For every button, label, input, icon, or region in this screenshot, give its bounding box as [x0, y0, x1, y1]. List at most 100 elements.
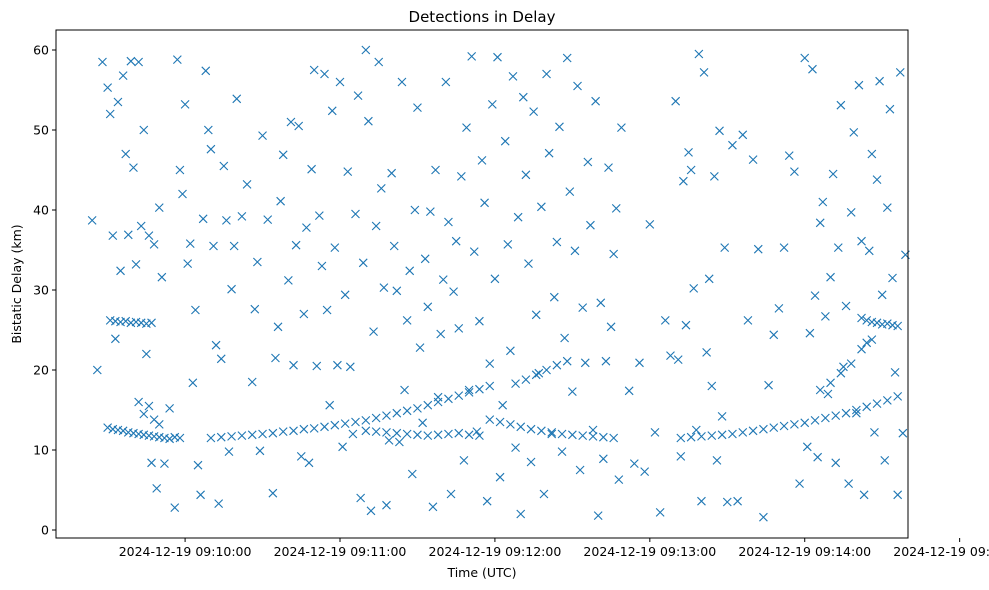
data-point-marker	[454, 428, 464, 438]
data-point-marker	[805, 328, 815, 338]
data-point-marker	[410, 205, 420, 215]
data-point-marker	[531, 310, 541, 320]
data-point-marker	[227, 432, 236, 441]
data-point-marker	[397, 77, 407, 87]
data-point-marker	[291, 240, 301, 250]
data-point-marker	[495, 417, 505, 427]
data-point-marker	[464, 430, 474, 440]
data-point-marker	[464, 385, 474, 395]
data-point-marker	[222, 216, 231, 225]
data-point-marker	[379, 283, 389, 292]
data-point-marker	[500, 136, 510, 146]
data-point-marker	[893, 392, 903, 401]
data-point-marker	[366, 506, 376, 516]
data-point-marker	[526, 457, 536, 467]
data-point-marker	[369, 327, 378, 336]
y-tick-label: 50	[33, 123, 49, 138]
data-point-marker	[139, 409, 149, 419]
data-point-marker	[549, 292, 559, 302]
data-point-marker	[482, 496, 492, 506]
plot-frame	[55, 29, 909, 539]
data-point-marker	[707, 381, 717, 391]
data-point-marker	[544, 148, 554, 158]
data-point-marker	[717, 430, 727, 440]
data-point-marker	[485, 381, 495, 391]
data-point-marker	[258, 429, 267, 439]
data-point-marker	[606, 322, 616, 332]
data-point-marker	[472, 427, 482, 436]
data-point-marker	[469, 247, 479, 256]
data-point-marker	[862, 402, 872, 412]
data-point-marker	[314, 211, 324, 220]
data-point-marker	[185, 239, 195, 248]
data-point-marker	[694, 49, 704, 59]
data-point-marker	[542, 69, 551, 79]
data-point-marker	[516, 509, 526, 519]
data-point-marker	[371, 221, 381, 231]
data-point-marker	[676, 433, 686, 443]
data-point-marker	[580, 358, 590, 368]
data-point-marker	[325, 400, 335, 410]
y-tick-label: 40	[33, 203, 49, 218]
data-point-marker	[144, 401, 154, 411]
data-point-marker	[872, 175, 882, 184]
data-point-marker	[371, 413, 381, 423]
data-point-marker	[779, 421, 789, 431]
data-point-marker	[753, 244, 763, 254]
data-point-marker	[888, 273, 897, 283]
data-point-marker	[521, 375, 531, 384]
data-point-marker	[121, 316, 131, 326]
data-point-marker	[557, 429, 567, 439]
data-point-marker	[232, 94, 242, 104]
data-point-marker	[289, 360, 298, 370]
data-point-marker	[810, 291, 820, 300]
data-point-marker	[258, 131, 267, 140]
data-point-marker	[436, 329, 446, 339]
data-point-marker	[857, 236, 866, 246]
data-point-marker	[826, 378, 835, 388]
data-point-marker	[198, 214, 208, 224]
data-point-marker	[175, 433, 185, 443]
data-point-marker	[420, 254, 430, 264]
data-point-marker	[108, 231, 118, 240]
data-point-marker	[477, 156, 487, 165]
data-point-marker	[361, 426, 371, 436]
data-point-marker	[152, 484, 162, 493]
data-point-marker	[570, 246, 580, 256]
data-point-marker	[769, 423, 779, 432]
data-point-marker	[183, 259, 193, 268]
data-point-marker	[193, 460, 203, 470]
data-point-marker	[139, 125, 149, 135]
data-point-marker	[475, 384, 484, 394]
data-point-marker	[343, 167, 353, 176]
data-point-marker	[400, 385, 409, 395]
data-point-marker	[836, 368, 846, 378]
chart-title: Detections in Delay	[409, 8, 556, 26]
data-point-marker	[441, 77, 451, 87]
data-point-marker	[214, 499, 224, 508]
data-point-marker	[831, 458, 841, 468]
data-point-marker	[141, 349, 151, 359]
data-point-marker	[387, 168, 397, 178]
data-point-marker	[364, 116, 373, 126]
data-point-marker	[562, 356, 572, 366]
data-point-marker	[681, 320, 691, 330]
data-point-marker	[110, 334, 120, 344]
data-point-marker	[493, 52, 502, 62]
data-point-marker	[351, 209, 360, 219]
data-point-marker	[320, 69, 329, 79]
data-point-marker	[645, 220, 655, 229]
data-point-marker	[402, 429, 412, 439]
data-point-marker	[451, 236, 461, 246]
data-point-marker	[722, 497, 732, 507]
data-point-marker	[252, 257, 262, 267]
data-point-marker	[209, 241, 218, 251]
data-point-marker	[299, 309, 309, 319]
data-point-marker	[547, 428, 557, 437]
data-point-marker	[485, 415, 495, 424]
data-point-marker	[98, 57, 107, 67]
data-point-marker	[170, 503, 180, 512]
data-point-marker	[841, 408, 851, 418]
data-point-marker	[759, 512, 768, 522]
data-point-marker	[748, 155, 758, 164]
